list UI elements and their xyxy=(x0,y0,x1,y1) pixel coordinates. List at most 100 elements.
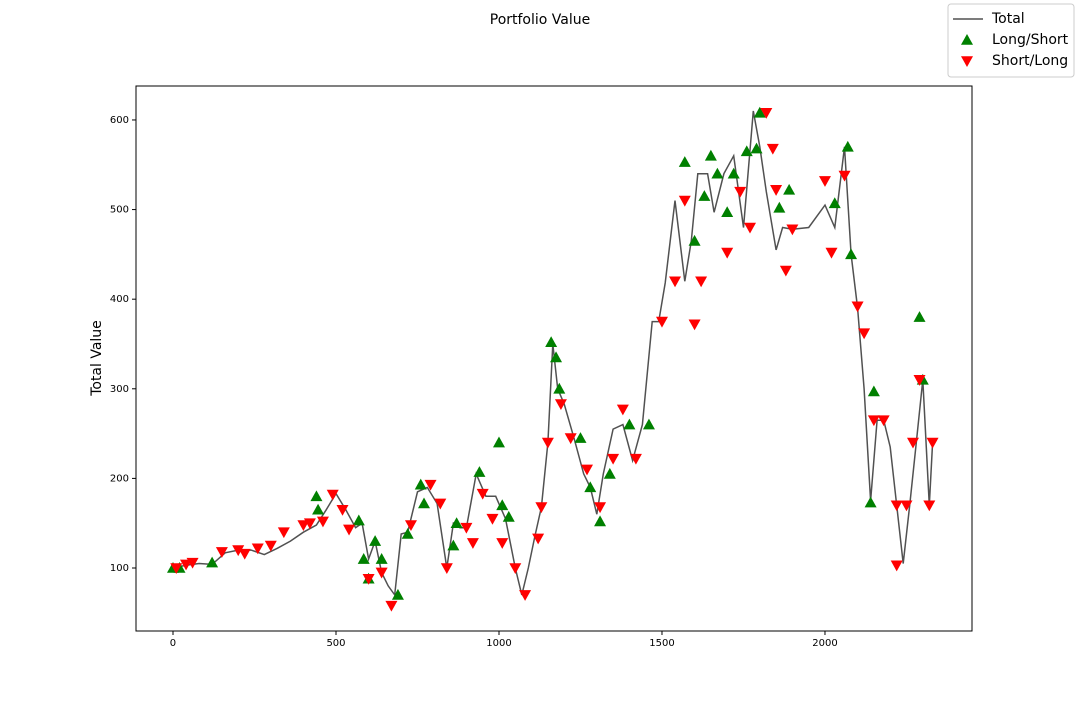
marker xyxy=(913,375,926,386)
marker xyxy=(581,464,594,476)
marker xyxy=(773,201,786,213)
marker xyxy=(906,437,919,449)
marker xyxy=(519,590,532,601)
x-tick-label: 1000 xyxy=(486,638,511,649)
marker xyxy=(554,399,567,411)
marker xyxy=(375,553,388,564)
marker xyxy=(509,563,522,575)
marker xyxy=(297,520,310,531)
marker xyxy=(447,539,460,551)
marker xyxy=(890,500,903,512)
marker xyxy=(867,385,880,397)
marker xyxy=(424,479,437,491)
marker xyxy=(496,538,509,549)
legend-label: Long/Short xyxy=(992,32,1069,48)
marker xyxy=(476,488,489,500)
marker xyxy=(770,185,783,196)
marker xyxy=(711,167,724,179)
y-axis-label: Total Value xyxy=(89,320,105,397)
marker xyxy=(404,520,417,531)
legend-swatch xyxy=(961,34,973,45)
marker xyxy=(215,547,228,558)
marker xyxy=(603,467,616,479)
marker xyxy=(594,515,607,527)
marker xyxy=(375,567,388,579)
marker xyxy=(900,500,913,512)
marker xyxy=(783,183,796,195)
legend-label: Total xyxy=(991,11,1025,27)
legend-swatch xyxy=(961,56,973,67)
y-tick-label: 200 xyxy=(110,473,129,484)
marker xyxy=(786,224,799,236)
marker xyxy=(623,418,636,430)
y-tick-label: 600 xyxy=(110,115,129,126)
marker xyxy=(594,502,607,514)
y-tick-label: 400 xyxy=(110,294,129,305)
marker xyxy=(206,556,219,568)
marker xyxy=(926,437,939,449)
marker xyxy=(535,502,548,514)
marker xyxy=(740,145,753,157)
marker xyxy=(818,176,831,187)
marker xyxy=(753,106,766,118)
marker xyxy=(688,319,701,331)
marker xyxy=(369,535,382,546)
marker xyxy=(326,489,339,501)
marker xyxy=(352,514,365,526)
x-tick-label: 1500 xyxy=(649,638,674,649)
marker xyxy=(460,522,473,534)
marker xyxy=(502,510,515,522)
marker xyxy=(486,513,499,525)
legend-label: Short/Long xyxy=(992,53,1068,69)
y-tick-label: 300 xyxy=(110,384,129,395)
marker xyxy=(845,248,858,260)
plot-area xyxy=(166,106,939,612)
marker xyxy=(180,559,193,571)
marker xyxy=(170,563,183,575)
marker xyxy=(336,504,349,516)
marker xyxy=(362,573,375,585)
marker xyxy=(655,316,668,328)
marker xyxy=(678,195,691,207)
marker xyxy=(688,234,701,246)
marker xyxy=(704,149,717,161)
marker xyxy=(418,497,431,509)
marker xyxy=(877,415,890,427)
marker xyxy=(669,276,682,288)
marker xyxy=(434,498,447,510)
marker xyxy=(391,588,404,600)
marker xyxy=(642,418,655,430)
y-tick-label: 100 xyxy=(110,563,129,574)
marker xyxy=(858,328,871,340)
marker xyxy=(864,496,877,508)
marker xyxy=(343,524,356,536)
marker xyxy=(629,453,642,465)
marker xyxy=(841,140,854,152)
marker xyxy=(607,453,620,465)
marker xyxy=(744,222,757,234)
legend-box xyxy=(947,3,1075,78)
marker xyxy=(357,553,370,564)
marker xyxy=(310,490,323,502)
x-tick-label: 500 xyxy=(326,638,345,649)
x-tick-label: 2000 xyxy=(812,638,837,649)
marker xyxy=(727,167,740,179)
marker xyxy=(890,560,903,572)
marker xyxy=(303,518,316,530)
axes-frame xyxy=(135,85,973,632)
x-tick-label: 0 xyxy=(170,638,176,649)
marker xyxy=(264,540,277,552)
marker xyxy=(721,247,734,259)
marker xyxy=(825,247,838,259)
chart-title: Portfolio Value xyxy=(490,12,591,28)
marker xyxy=(186,557,199,569)
marker xyxy=(851,301,864,313)
marker xyxy=(695,276,708,288)
marker xyxy=(721,206,734,218)
marker xyxy=(440,563,453,575)
y-tick-label: 500 xyxy=(110,205,129,216)
marker xyxy=(466,538,479,549)
marker xyxy=(550,351,563,363)
marker xyxy=(385,600,398,612)
